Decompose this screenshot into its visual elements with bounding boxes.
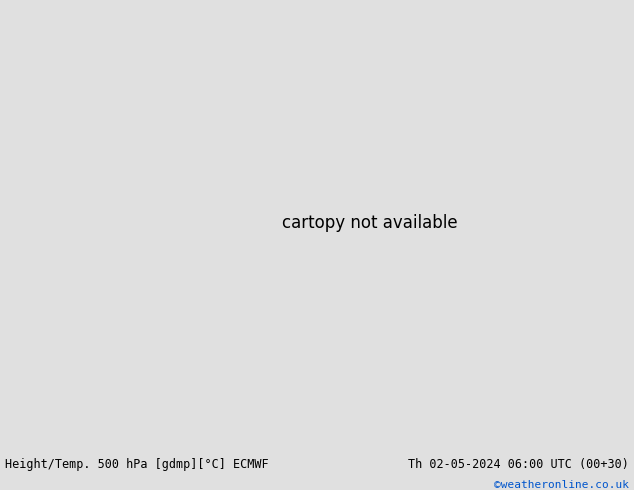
Text: Th 02-05-2024 06:00 UTC (00+30): Th 02-05-2024 06:00 UTC (00+30) xyxy=(408,458,629,471)
Text: ©weatheronline.co.uk: ©weatheronline.co.uk xyxy=(494,480,629,490)
Text: Height/Temp. 500 hPa [gdmp][°C] ECMWF: Height/Temp. 500 hPa [gdmp][°C] ECMWF xyxy=(5,458,269,471)
Text: cartopy not available: cartopy not available xyxy=(282,214,458,232)
